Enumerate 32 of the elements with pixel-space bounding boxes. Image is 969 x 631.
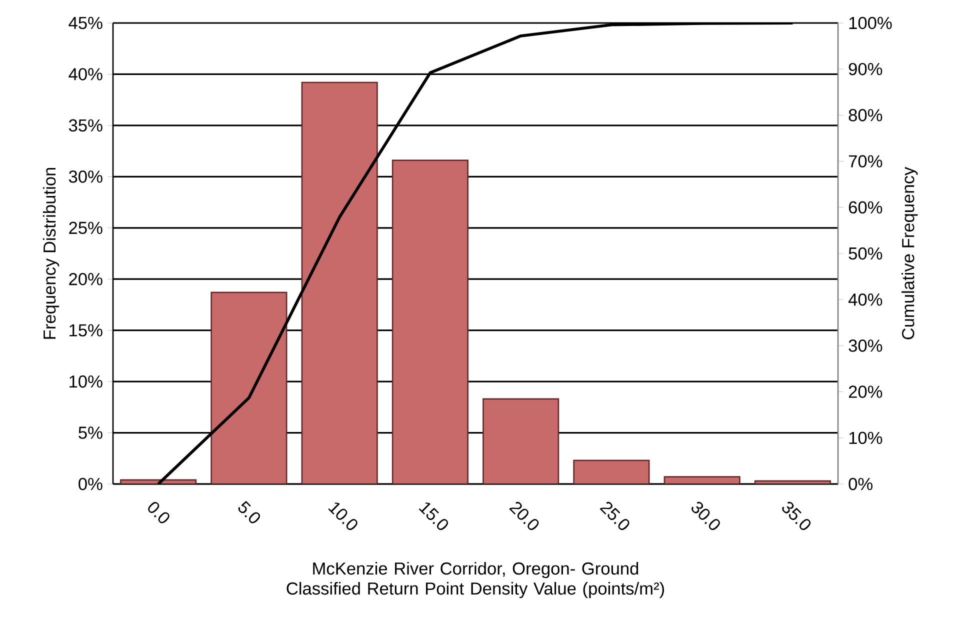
y2-tick-label: 10%: [849, 432, 882, 444]
y-axis-title: Frequency Distribution: [42, 168, 60, 339]
x-tick-label: 35.0: [782, 502, 811, 530]
y-tick-label: 35%: [68, 119, 102, 132]
x-tick-label: 5.0: [238, 500, 260, 524]
y2-axis-title: Cumulative Frequency: [902, 166, 918, 340]
y2-tick-label: 40%: [848, 293, 882, 306]
y2-tick-label: 80%: [848, 109, 882, 122]
y2-tick-label: 0%: [848, 478, 872, 490]
y-tick-label: 20%: [69, 272, 102, 286]
x-tick-label: 30.0: [692, 502, 720, 530]
y-tick-label: 5%: [78, 426, 102, 439]
y2-tick-label: 70%: [848, 155, 882, 168]
y-tick-label: 0%: [78, 478, 102, 490]
x-tick-label: 20.0: [509, 502, 539, 530]
y2-tick-label: 100%: [849, 16, 892, 30]
x-axis-title: McKenzie River Corridor, Oregon- Ground Classified Return Point Density Value (points/m²): [286, 562, 664, 598]
x-tick-label: 25.0: [600, 502, 630, 530]
x-tick-label: 10.0: [328, 502, 358, 530]
y-tick-label: 40%: [68, 68, 102, 80]
y-tick-label: 10%: [70, 375, 102, 388]
y2-tick-label: 30%: [848, 340, 882, 352]
y-tick-label: 15%: [70, 324, 102, 336]
y2-tick-label: 90%: [848, 62, 882, 76]
y2-tick-label: 50%: [848, 247, 882, 260]
y2-tick-label: 60%: [848, 201, 882, 214]
y-tick-label: 25%: [69, 222, 102, 234]
y2-tick-label: 20%: [848, 386, 882, 398]
x-tick-label: 15.0: [418, 502, 448, 530]
y-tick-label: 30%: [68, 170, 102, 183]
x-tick-label: 0.0: [148, 502, 170, 524]
y-tick-label: 45%: [68, 16, 102, 30]
